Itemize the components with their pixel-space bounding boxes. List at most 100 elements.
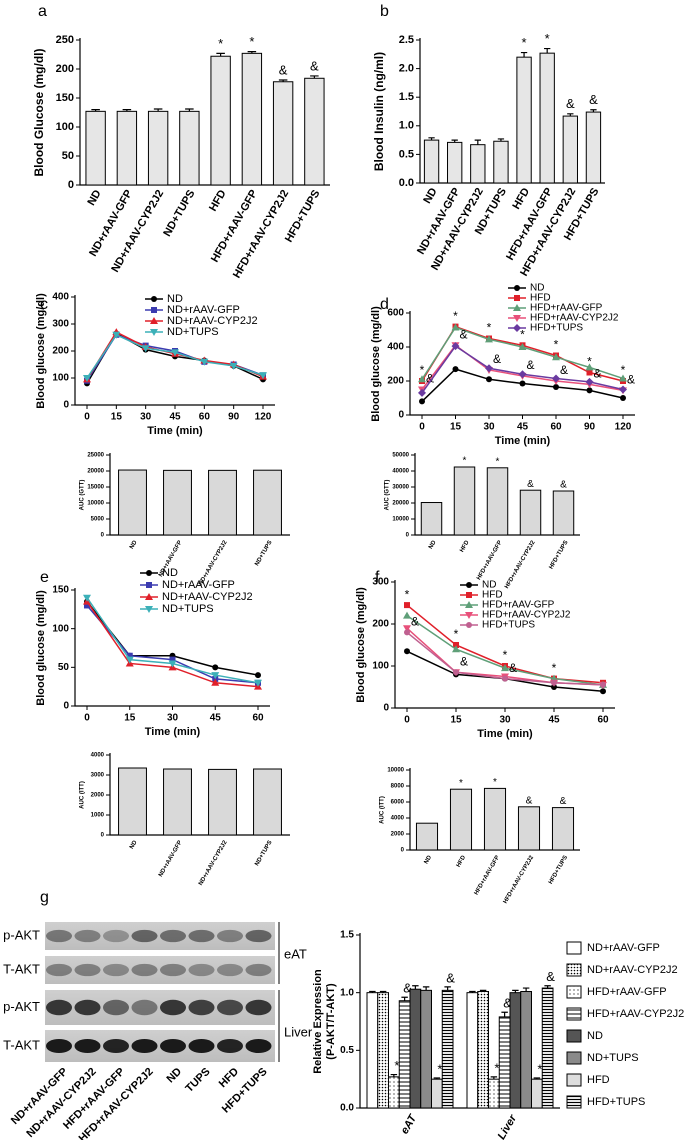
panel-label: g: [40, 889, 49, 906]
significance-label: &: [509, 661, 517, 675]
blot-band: [46, 963, 72, 977]
error-bar: [185, 108, 194, 112]
panel-label: f: [375, 569, 380, 586]
significance-label: *: [496, 456, 500, 467]
significance-label: *: [552, 661, 557, 675]
blot-band: [188, 929, 215, 943]
x-tick-label: HFD+rAAV-CYP2J2: [503, 854, 536, 905]
x-tick-label: 60: [199, 412, 211, 423]
y-tick-label: 100: [52, 623, 69, 634]
x-tick-label: HFD: [510, 186, 532, 212]
legend-label: ND+rAAV-GFP: [587, 942, 660, 954]
legend-label: ND+TUPS: [162, 603, 214, 615]
legend-label: ND+TUPS: [167, 326, 219, 338]
blot-row-label: T-AKT: [3, 1037, 40, 1052]
significance-label: *: [545, 31, 550, 46]
error-bar: [512, 989, 519, 993]
marker: [551, 679, 557, 686]
marker: [419, 398, 425, 405]
significance-label: &: [503, 996, 512, 1011]
error-bar: [451, 139, 458, 143]
bar: [562, 115, 578, 184]
legend-marker: [465, 601, 473, 608]
significance-label: &: [560, 796, 567, 807]
y-axis-label: Blood glucose (mg/dl): [35, 293, 47, 409]
legend-marker: [150, 317, 158, 324]
error-bar: [522, 987, 530, 992]
legend-marker: [513, 304, 521, 311]
blot-band: [217, 963, 243, 977]
blot-band: [160, 1038, 186, 1054]
marker: [403, 611, 411, 619]
x-tick-label: 45: [210, 713, 222, 724]
legend-marker: [145, 593, 153, 600]
y-tick-label: 20000: [87, 469, 104, 475]
x-tick-label: ND: [85, 188, 103, 208]
x-tick-label: HFD: [207, 188, 229, 214]
y-tick-label: 0: [406, 533, 410, 539]
significance-label: &: [459, 327, 467, 341]
significance-label: &: [627, 373, 635, 387]
y-tick-label: 50000: [392, 453, 409, 459]
bar: [366, 992, 379, 1109]
x-tick-label: HFD: [456, 854, 468, 868]
error-bar: [567, 113, 574, 117]
legend-label: HFD: [482, 590, 503, 601]
tissue-label: Liver: [284, 1024, 313, 1039]
error-bar: [422, 986, 430, 991]
y-tick-label: 10000: [387, 768, 404, 774]
y-axis-label: AUC (GTT): [385, 480, 391, 511]
bar: [517, 806, 541, 851]
y-axis-label: Relative Expression: [312, 969, 324, 1074]
y-axis-label: Blood glucose (mg/dl): [370, 306, 382, 422]
bar: [449, 788, 473, 851]
y-tick-label: 400: [52, 292, 69, 303]
y-tick-label: 0.0: [340, 1103, 354, 1114]
legend-label: HFD+rAAV-CYP2J2: [587, 1008, 684, 1020]
error-bar: [216, 52, 225, 57]
significance-label: &: [460, 654, 468, 668]
x-tick-label: ND: [129, 839, 139, 850]
legend-marker: [466, 622, 472, 628]
y-tick-label: 4000: [91, 753, 105, 759]
y-tick-label: 30000: [392, 485, 409, 491]
x-tick-label: 120: [255, 412, 272, 423]
y-axis-label: Blood glucose (mg/dl): [355, 587, 367, 703]
bar: [470, 144, 486, 184]
marker: [552, 374, 560, 383]
error-bar: [469, 990, 476, 993]
marker: [404, 629, 410, 636]
y-axis-label: Blood Insulin (ng/ml): [372, 52, 386, 171]
y-tick-label: 0.5: [399, 148, 414, 160]
bar: [420, 502, 443, 536]
significance-label: &: [527, 479, 534, 490]
bar: [253, 469, 282, 536]
bar: [486, 467, 509, 536]
legend-label: HFD+TUPS: [482, 620, 535, 631]
bar: [163, 768, 192, 836]
bar: [551, 807, 575, 851]
marker: [211, 678, 220, 686]
panel-label: c: [40, 296, 48, 313]
significance-label: &: [560, 363, 568, 377]
error-bar: [278, 79, 288, 82]
y-axis-label: AUC (ITT): [80, 781, 86, 809]
y-tick-label: 250: [56, 34, 74, 46]
significance-label: *: [494, 1060, 499, 1075]
significance-label: *: [493, 777, 497, 788]
marker: [485, 335, 493, 343]
bar: [377, 992, 389, 1109]
y-tick-label: 50: [62, 150, 74, 162]
error-bar: [379, 990, 387, 993]
y-tick-label: 2000: [91, 793, 105, 799]
y-tick-label: 0: [383, 703, 389, 714]
marker: [451, 323, 460, 331]
marker: [486, 376, 492, 383]
significance-label: &: [411, 615, 419, 629]
y-tick-label: 50: [58, 662, 70, 673]
marker: [418, 388, 426, 397]
marker: [200, 358, 209, 366]
x-tick-label: 60: [597, 715, 609, 726]
significance-label: *: [405, 587, 410, 601]
bar: [85, 110, 106, 186]
